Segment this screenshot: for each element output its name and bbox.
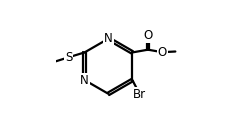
Text: N: N xyxy=(80,74,89,87)
Text: S: S xyxy=(65,51,72,64)
Text: O: O xyxy=(143,29,152,42)
Text: Br: Br xyxy=(133,88,146,101)
Text: N: N xyxy=(104,32,113,45)
Text: O: O xyxy=(158,46,167,59)
